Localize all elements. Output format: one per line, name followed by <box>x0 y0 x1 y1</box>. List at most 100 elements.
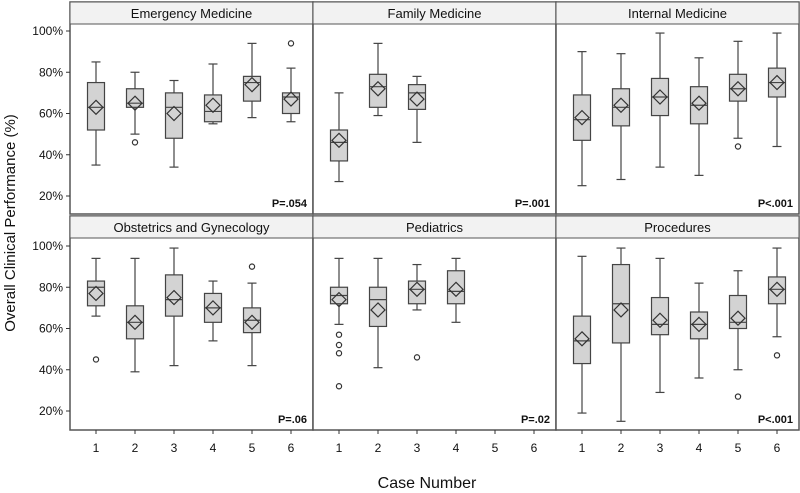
panel-pediatrics: Pediatrics P=.02 1 2 3 4 5 6 <box>312 215 557 455</box>
box-case-1 <box>329 92 349 183</box>
iqr-box <box>242 75 262 102</box>
box-case-3 <box>407 75 427 143</box>
p-value-label: P=.06 <box>278 414 307 426</box>
mean-diamond <box>769 74 785 91</box>
iqr-box <box>767 276 787 305</box>
iqr-box <box>728 73 748 102</box>
outlier-point <box>335 350 343 357</box>
y-tick-label: 80% <box>39 280 63 294</box>
box-case-3 <box>650 32 670 168</box>
box-case-2 <box>368 42 388 117</box>
panel-strip <box>555 215 800 239</box>
mean-diamond <box>652 312 668 329</box>
x-tick-label: 1 <box>93 441 100 455</box>
box-case-2 <box>125 257 145 373</box>
mean-diamond <box>88 99 104 116</box>
panel-title: Procedures <box>644 220 711 235</box>
panel-internal-medicine: Internal Medicine P<.001 <box>555 1 800 215</box>
mean-diamond <box>331 291 347 308</box>
mean-diamond <box>370 302 386 318</box>
box-case-4 <box>689 282 709 379</box>
iqr-box <box>407 280 427 305</box>
x-tick-label: 4 <box>453 441 460 455</box>
mean-diamond <box>769 281 785 298</box>
box-case-2 <box>611 247 631 422</box>
outlier-point <box>287 40 295 47</box>
x-axis-label: Case Number <box>378 475 477 492</box>
iqr-box <box>689 311 709 340</box>
box-case-1 <box>329 257 349 390</box>
panel-procedures: Procedures P<.001 1 2 3 4 5 6 <box>555 215 800 455</box>
mean-diamond <box>205 300 221 316</box>
mean-diamond <box>691 316 707 333</box>
x-tick-label: 2 <box>618 441 625 455</box>
box-case-4 <box>203 63 223 125</box>
outlier-point <box>413 354 421 361</box>
x-tick-label: 1 <box>579 441 586 455</box>
x-tick-label: 1 <box>336 441 343 455</box>
p-value-label: P=.001 <box>515 198 550 210</box>
x-tick-label: 4 <box>210 441 217 455</box>
mean-diamond <box>574 109 590 126</box>
box-case-3 <box>407 263 427 361</box>
box-case-1 <box>86 257 106 363</box>
panel-frame <box>555 215 800 431</box>
iqr-box <box>446 270 466 305</box>
y-tick-label: 40% <box>39 148 63 162</box>
box-case-1 <box>86 61 106 166</box>
x-tick-label: 5 <box>492 441 499 455</box>
box-case-6 <box>767 32 787 148</box>
panel-frame <box>312 1 557 215</box>
iqr-box <box>650 296 670 336</box>
box-case-5 <box>242 42 262 119</box>
box-case-5 <box>728 40 748 150</box>
box-case-3 <box>164 79 184 168</box>
outlier-point <box>335 331 343 338</box>
y-tick-label: 100% <box>32 239 63 253</box>
iqr-box <box>86 81 106 131</box>
box-case-2 <box>125 71 145 146</box>
outlier-point <box>131 139 139 146</box>
y-tick-label: 40% <box>39 363 63 377</box>
iqr-box <box>368 73 388 108</box>
y-tick-label: 80% <box>39 65 63 79</box>
p-value-label: P=.054 <box>272 198 308 210</box>
iqr-box <box>329 129 349 162</box>
iqr-box <box>572 315 592 365</box>
box-case-6 <box>767 247 787 359</box>
box-case-1 <box>572 255 592 414</box>
p-value-label: P=.02 <box>521 414 550 426</box>
mean-diamond <box>166 289 182 306</box>
iqr-box <box>572 94 592 141</box>
mean-diamond <box>370 80 386 97</box>
panel-title: Pediatrics <box>406 220 464 235</box>
panel-family-medicine: Family Medicine P=.001 <box>312 1 557 215</box>
mean-diamond <box>730 310 746 327</box>
box-case-5 <box>728 270 748 400</box>
box-case-6 <box>281 40 301 123</box>
mean-diamond <box>691 95 707 112</box>
box-case-3 <box>164 247 184 367</box>
mean-diamond <box>574 330 590 347</box>
panel-title: Emergency Medicine <box>131 6 252 21</box>
box-case-2 <box>368 257 388 369</box>
mean-diamond <box>331 132 347 149</box>
x-tick-label: 5 <box>735 441 742 455</box>
mean-diamond <box>127 314 143 331</box>
panel-title: Internal Medicine <box>628 6 727 21</box>
mean-diamond <box>448 281 464 298</box>
outlier-point <box>335 341 343 349</box>
y-tick-label: 20% <box>39 189 63 203</box>
x-tick-label: 2 <box>132 441 139 455</box>
panel-emergency-medicine: Emergency Medicine P=.054 20% 40% 60% 80% 100% <box>32 1 314 215</box>
box-case-5 <box>242 263 262 367</box>
x-tick-label: 3 <box>171 441 178 455</box>
panel-title: Obstetrics and Gynecology <box>113 220 270 235</box>
p-value-label: P<.001 <box>758 414 793 426</box>
panel-frame <box>69 215 314 431</box>
outlier-point <box>734 143 742 150</box>
panel-frame <box>312 215 557 431</box>
mean-diamond <box>730 80 746 97</box>
x-tick-label: 3 <box>657 441 664 455</box>
mean-diamond <box>244 314 260 331</box>
